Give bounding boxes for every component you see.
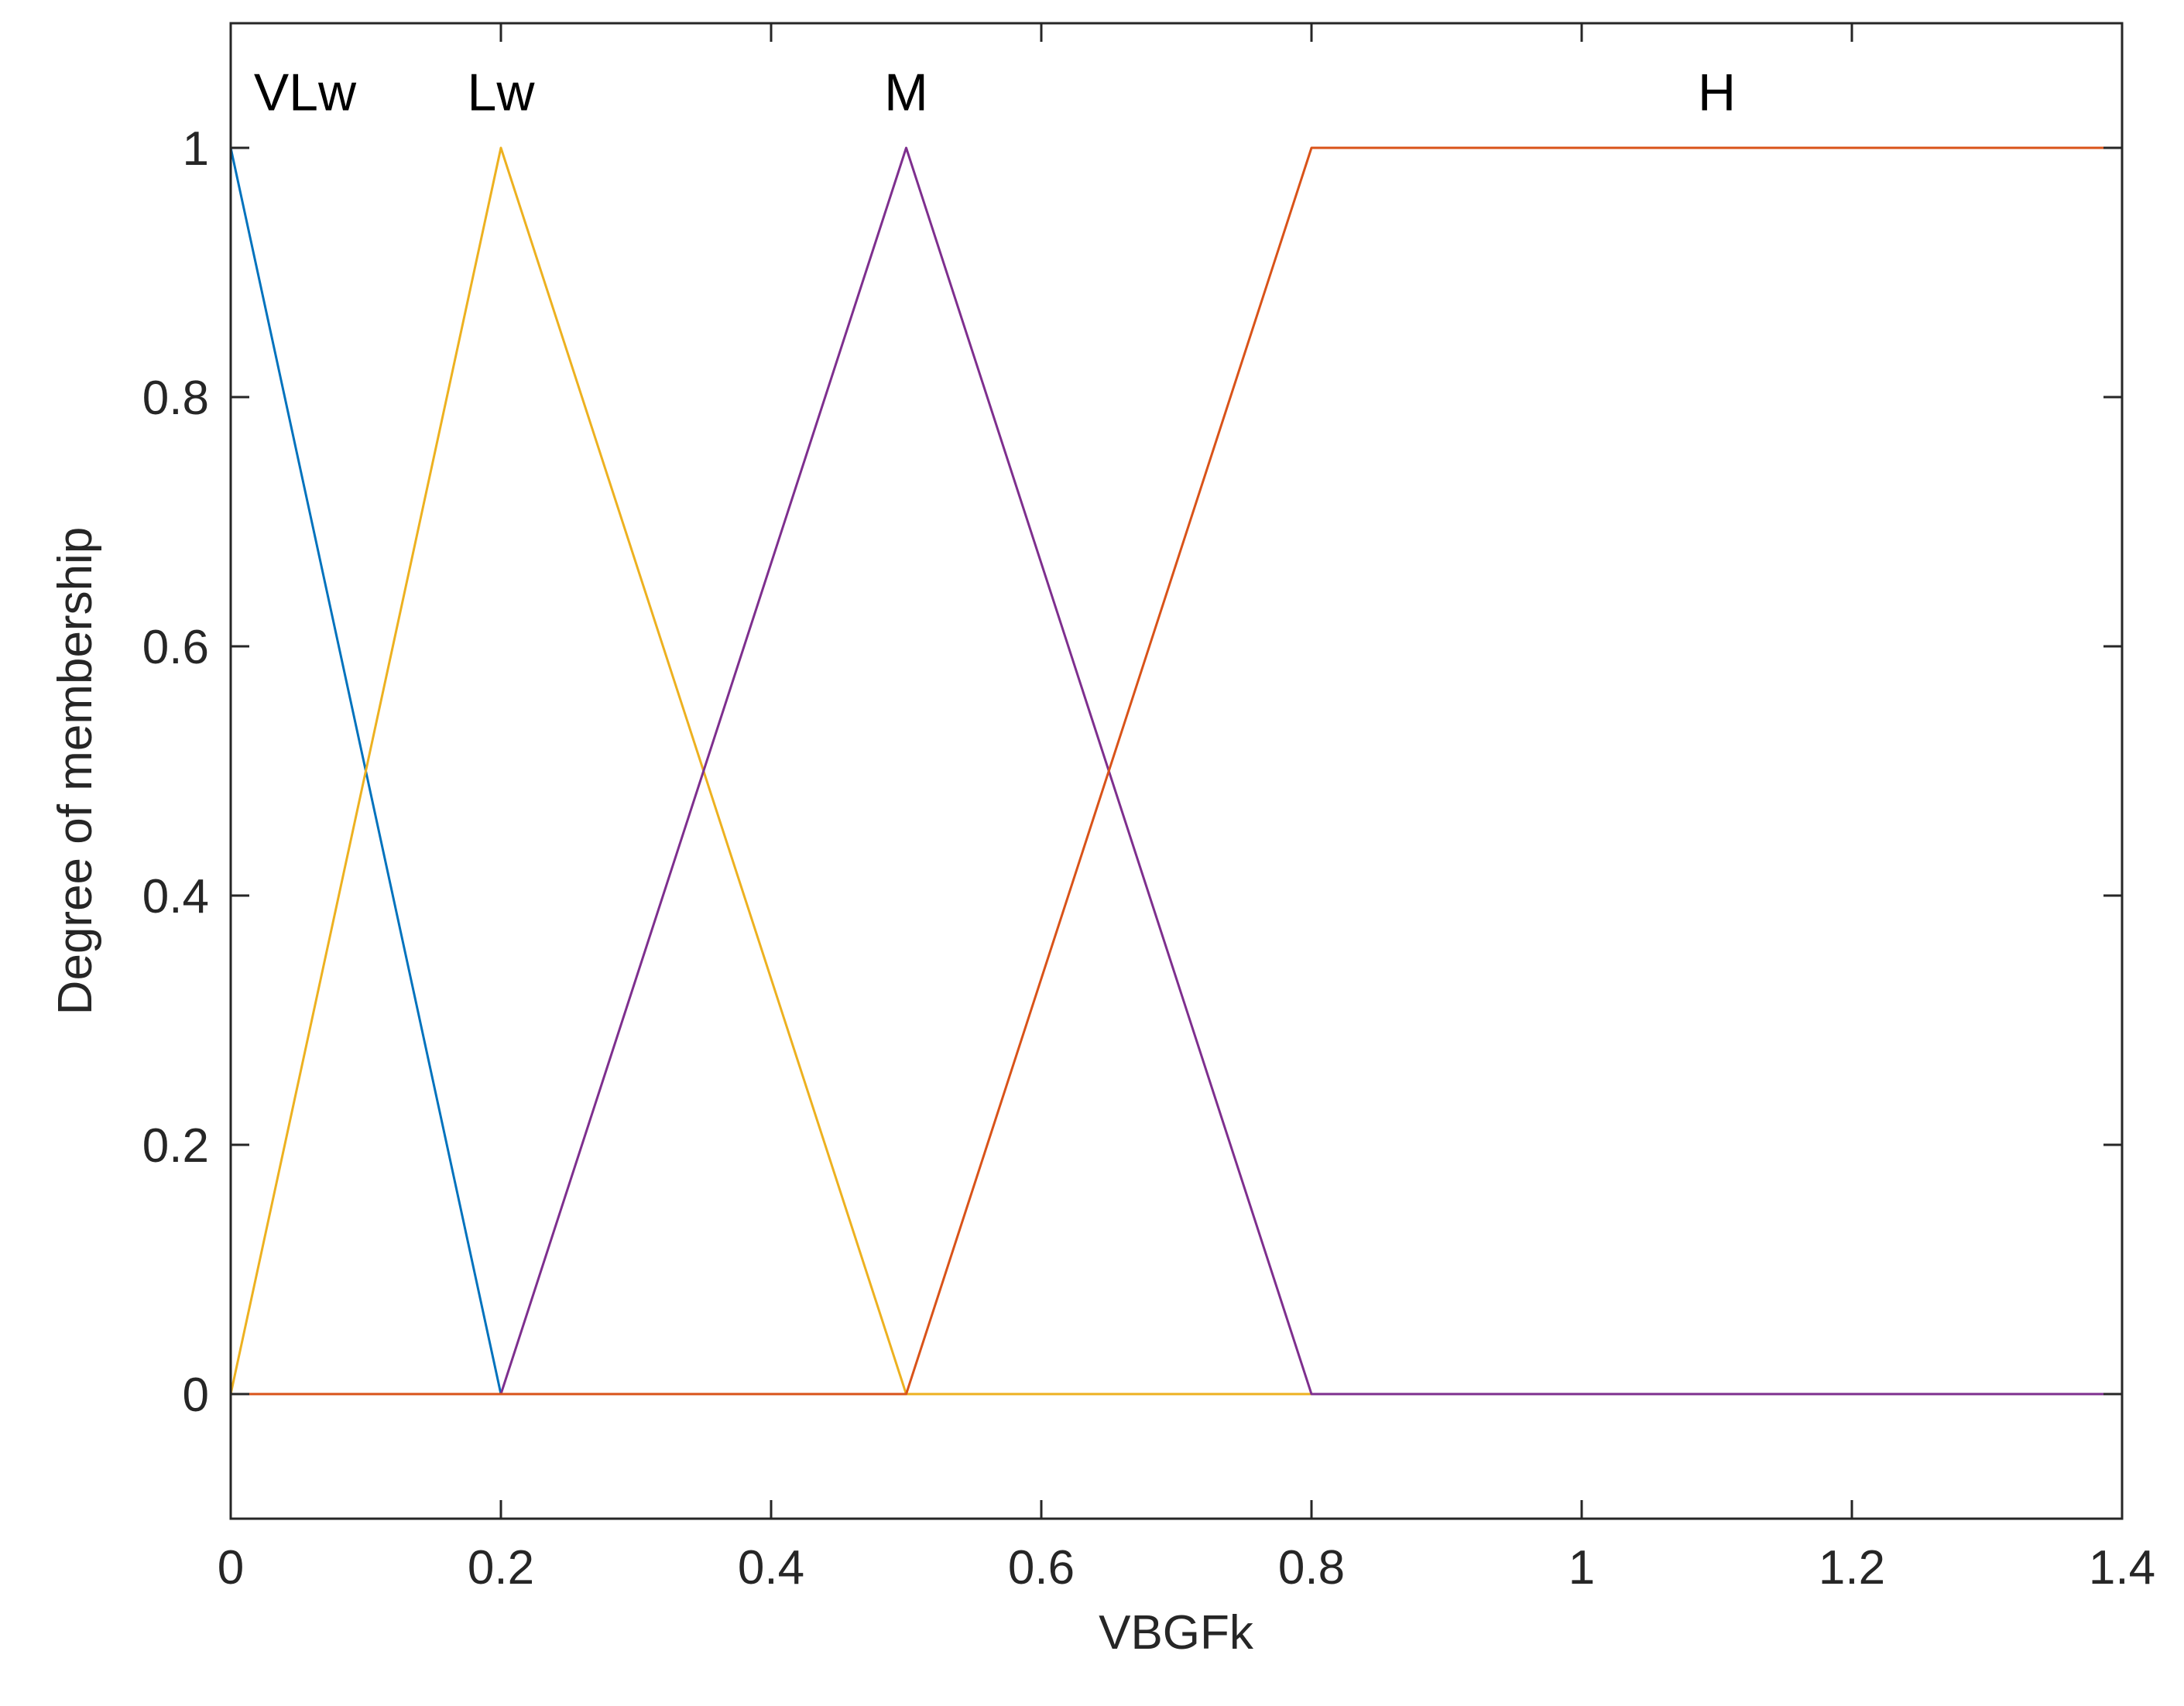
axes-layer: 0 0.2 0.4 0.6 0.8 1 1.2 1.4 0 0.2 0.4 0.6 0.8 1 (142, 22, 2155, 1595)
x-tick-label: 0.6 (1008, 1541, 1075, 1595)
y-tick-label: 0.2 (142, 1119, 209, 1173)
x-tick-label: 0 (218, 1541, 244, 1595)
x-axis-label: VBGFk (1099, 1606, 1254, 1660)
x-tick-label: 1.2 (1819, 1541, 1885, 1595)
y-tick-label: 0.8 (142, 372, 209, 425)
x-tick-label: 0.8 (1278, 1541, 1345, 1595)
series-layer (229, 146, 2122, 1396)
mf-label-h: H (1698, 63, 1736, 122)
x-tick-label: 1.4 (2089, 1541, 2155, 1595)
y-tick-label: 0.4 (142, 870, 209, 923)
y-axis-label: Degree of membership (49, 527, 102, 1016)
axes-box (229, 22, 2124, 1520)
y-tick-label: 1 (183, 122, 209, 176)
x-tick-label: 1 (1569, 1541, 1595, 1595)
plot-area (231, 23, 2122, 1519)
x-tick-label: 0.2 (468, 1541, 534, 1595)
y-tick-label: 0.6 (142, 621, 209, 674)
series-line-h (231, 146, 2122, 1396)
mf-label-m: M (884, 63, 928, 122)
mf-label-vlw: VLw (254, 63, 357, 122)
y-tick-label: 0 (183, 1369, 209, 1422)
labels-layer: VLw Lw M H (254, 63, 1736, 122)
x-tick-label: 0.4 (738, 1541, 804, 1595)
mf-label-lw: Lw (468, 63, 536, 122)
